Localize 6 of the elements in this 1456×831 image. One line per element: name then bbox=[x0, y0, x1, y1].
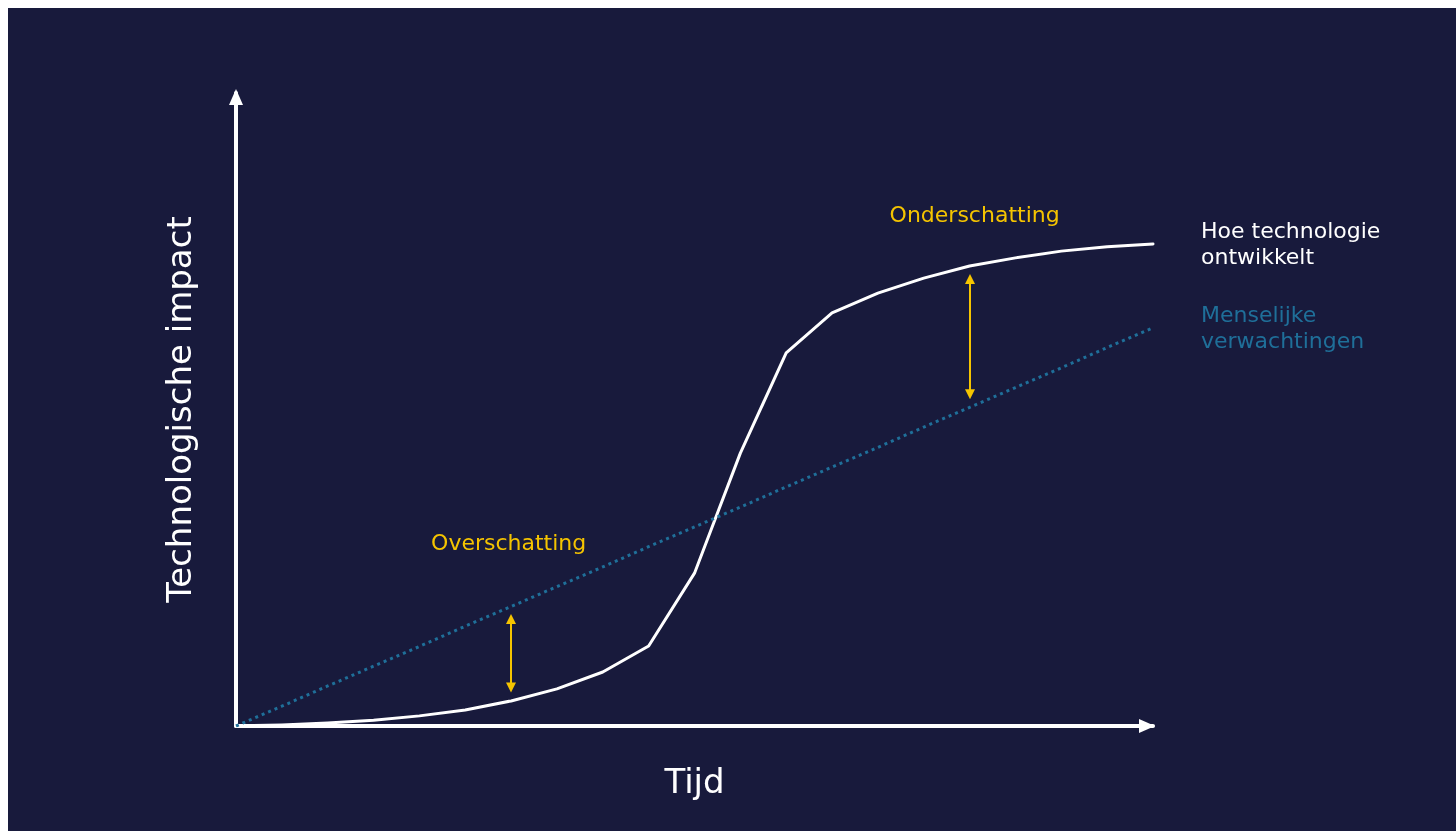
text: Menselijke verwachtingen bbox=[1201, 302, 1365, 354]
text: Onderschatting bbox=[889, 202, 1060, 228]
y-axis-title: Technologische impact bbox=[159, 216, 199, 604]
x-axis-title: Tijd bbox=[663, 761, 725, 801]
text: Hoe technologie ontwikkelt bbox=[1201, 218, 1388, 270]
annotation: Overschatting bbox=[431, 530, 587, 556]
